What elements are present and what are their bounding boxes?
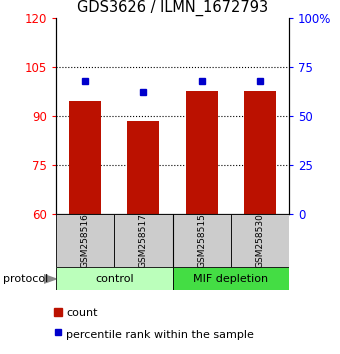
Text: GSM258530: GSM258530	[255, 213, 265, 268]
Text: percentile rank within the sample: percentile rank within the sample	[66, 330, 254, 339]
Bar	[128, 121, 159, 214]
Polygon shape	[44, 275, 56, 283]
Text: GSM258516: GSM258516	[81, 213, 90, 268]
Bar	[186, 91, 218, 214]
Bar	[114, 214, 173, 267]
Text: GSM258515: GSM258515	[197, 213, 206, 268]
Bar	[56, 214, 114, 267]
Bar	[173, 267, 289, 290]
Bar	[69, 101, 101, 214]
Bar	[244, 91, 276, 214]
Title: GDS3626 / ILMN_1672793: GDS3626 / ILMN_1672793	[77, 0, 268, 16]
Text: control: control	[95, 274, 134, 284]
Text: count: count	[66, 308, 98, 318]
Bar	[173, 214, 231, 267]
Bar	[56, 267, 173, 290]
Bar	[231, 214, 289, 267]
Text: protocol: protocol	[3, 274, 49, 284]
Text: MIF depletion: MIF depletion	[193, 274, 268, 284]
Text: GSM258517: GSM258517	[139, 213, 148, 268]
